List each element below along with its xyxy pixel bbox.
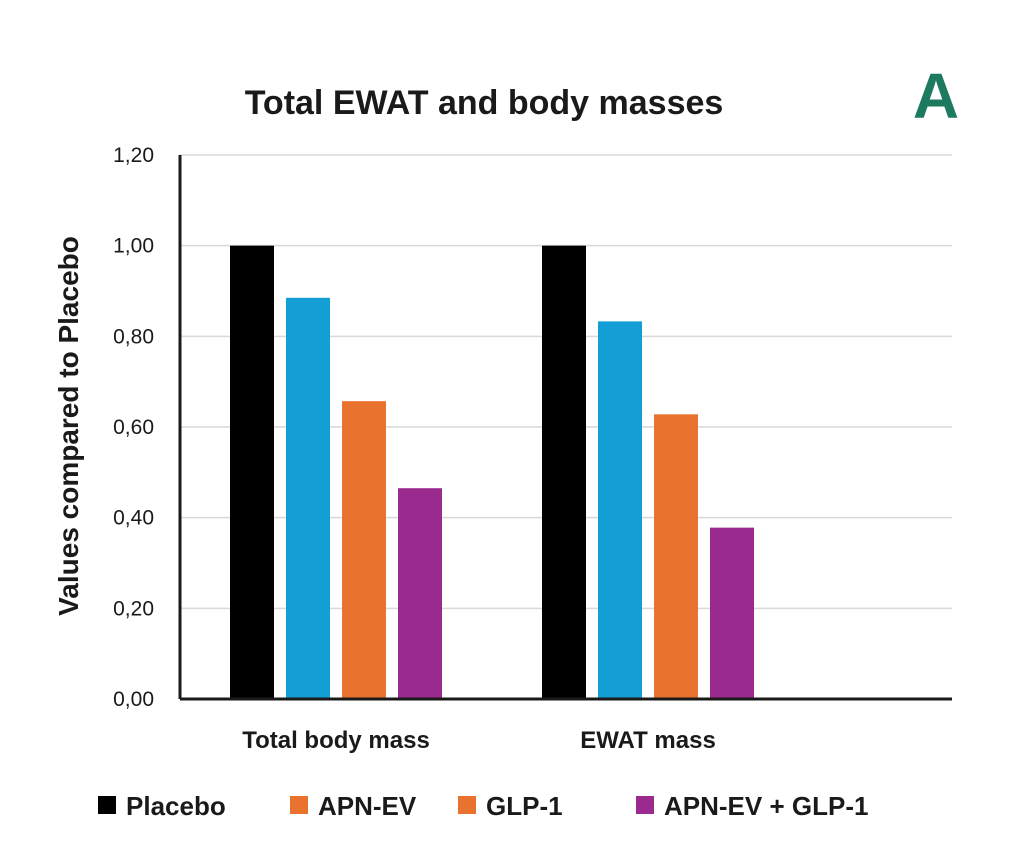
bar-glp-1-1 — [654, 414, 698, 699]
x-category-labels: Total body mass EWAT mass — [242, 727, 716, 754]
legend-label: Placebo — [126, 791, 226, 821]
legend-swatch — [98, 796, 116, 814]
bar-placebo-0 — [230, 245, 274, 699]
bar-glp-1-0 — [342, 401, 386, 699]
y-tick-label: 1,00 — [113, 235, 154, 258]
legend-label: GLP-1 — [486, 791, 563, 821]
panel-letter: A — [913, 60, 959, 132]
legend-swatch — [636, 796, 654, 814]
x-category-label: EWAT mass — [580, 727, 716, 754]
legend-swatch — [290, 796, 308, 814]
bars — [230, 245, 754, 699]
bar-apn-ev-glp-1-0 — [398, 488, 442, 699]
y-tick-label: 0,20 — [113, 597, 154, 620]
bar-placebo-1 — [542, 245, 586, 699]
bar-apn-ev-glp-1-1 — [710, 527, 754, 699]
y-tick-label: 0,00 — [113, 688, 154, 711]
legend-swatch — [458, 796, 476, 814]
legend-label: APN-EV — [318, 791, 417, 821]
y-tick-label: 0,80 — [113, 325, 154, 348]
x-category-label: Total body mass — [242, 727, 430, 754]
y-tick-labels: 0,00 0,20 0,40 0,60 0,80 1,00 1,20 — [113, 144, 154, 711]
y-tick-label: 1,20 — [113, 144, 154, 167]
chart-title: Total EWAT and body masses — [245, 84, 724, 122]
legend-label: APN-EV + GLP-1 — [664, 791, 868, 821]
bar-apn-ev-0 — [286, 297, 330, 699]
y-axis-label: Values compared to Placebo — [53, 236, 84, 616]
bar-apn-ev-1 — [598, 321, 642, 699]
legend: Placebo APN-EV GLP-1 APN-EV + GLP-1 — [98, 791, 868, 821]
y-tick-label: 0,60 — [113, 416, 154, 439]
y-tick-label: 0,40 — [113, 507, 154, 530]
